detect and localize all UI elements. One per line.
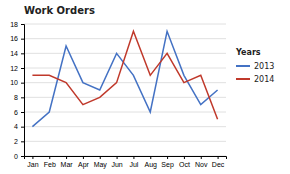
x-tick: Jan — [27, 156, 38, 168]
y-tick: 6 — [14, 109, 24, 116]
grid-line — [24, 112, 226, 113]
grid-line — [24, 68, 226, 69]
y-axis: 0 2 4 6 8 10 12 14 16 18 — [10, 21, 24, 160]
x-tick-label: Jul — [129, 161, 138, 168]
legend-label: 2013 — [254, 62, 274, 71]
x-tick-label: Aug — [145, 161, 158, 169]
y-tick-label: 14 — [10, 50, 18, 57]
title: Work Orders — [24, 5, 95, 16]
x-tick-label: Jun — [111, 161, 122, 168]
y-tick-mark — [21, 24, 24, 25]
x-tick: Apr — [78, 156, 90, 169]
y-tick-mark — [21, 127, 24, 128]
legend-item: 2014 — [236, 75, 274, 84]
x-tick-label: Mar — [61, 161, 74, 168]
y-tick: 0 — [14, 153, 24, 160]
x-tick-label: Apr — [78, 161, 90, 169]
y-tick-mark — [21, 68, 24, 69]
grid — [24, 24, 226, 156]
y-tick: 8 — [14, 94, 24, 101]
x-axis-line — [25, 157, 227, 160]
y-tick: 18 — [10, 21, 24, 28]
x-tick-label: Feb — [44, 161, 56, 168]
y-tick-mark — [21, 53, 24, 54]
y-tick-label: 4 — [14, 123, 18, 130]
y-tick-mark — [21, 112, 24, 113]
legend-item: 2013 — [236, 62, 274, 71]
x-tick-mark — [66, 156, 67, 159]
y-tick-mark — [21, 141, 24, 142]
x-tick: Nov — [195, 156, 208, 168]
legend-swatch — [236, 78, 250, 80]
x-tick-label: Sep — [161, 161, 174, 169]
x-tick-mark — [201, 156, 202, 159]
y-tick-mark — [21, 39, 24, 40]
y-tick-label: 0 — [14, 153, 18, 160]
legend-swatch — [236, 65, 250, 67]
x-tick-mark — [167, 156, 168, 159]
y-tick: 2 — [14, 138, 24, 145]
y-tick-label: 2 — [14, 138, 18, 145]
y-tick-label: 18 — [10, 21, 18, 28]
x-tick-label: Jan — [27, 161, 38, 168]
legend: Years 2013 2014 — [235, 48, 274, 84]
legend-title: Years — [235, 48, 261, 57]
y-tick: 12 — [10, 65, 24, 72]
x-tick-mark — [83, 156, 84, 159]
x-tick-mark — [117, 156, 118, 159]
grid-line — [24, 38, 226, 39]
x-tick-mark — [133, 156, 134, 159]
y-tick: 16 — [10, 35, 24, 42]
y-tick-mark — [21, 97, 24, 98]
x-tick: Mar — [61, 156, 74, 168]
y-axis-line — [21, 25, 25, 157]
x-tick-label: May — [94, 161, 108, 169]
grid-line — [24, 53, 226, 54]
chart: Work Orders 0 2 4 6 8 10 12 14 16 18 Jan Feb Mar Apr Ma… — [0, 0, 290, 174]
y-tick-mark — [21, 83, 24, 84]
x-tick: Oct — [179, 156, 190, 168]
x-tick-mark — [49, 156, 50, 159]
x-tick-mark — [184, 156, 185, 159]
series-line — [32, 31, 217, 126]
plot: 0 2 4 6 8 10 12 14 16 18 Jan Feb Mar Apr MayJun Jul AugS… — [10, 21, 226, 169]
x-tick-label: Oct — [179, 161, 190, 168]
grid-line — [24, 141, 226, 142]
x-tick-label: Nov — [195, 161, 208, 168]
x-tick: Feb — [44, 156, 56, 168]
x-tick-mark — [218, 156, 219, 159]
y-tick-label: 10 — [10, 79, 18, 86]
y-tick: 14 — [10, 50, 24, 57]
series-group — [32, 31, 217, 126]
x-axis: Jan Feb Mar Apr MayJun Jul AugSep Oct Nov Dec — [25, 156, 227, 169]
x-tick: May — [94, 156, 108, 169]
x-tick-mark — [150, 156, 151, 159]
y-tick-mark — [21, 156, 24, 157]
y-tick-label: 12 — [10, 65, 18, 72]
y-tick: 4 — [14, 123, 24, 130]
y-tick-label: 6 — [14, 109, 18, 116]
y-tick: 10 — [10, 79, 24, 86]
x-tick: Jul — [129, 156, 138, 168]
y-tick-label: 8 — [14, 94, 18, 101]
series-line — [32, 31, 217, 119]
x-tick: Dec — [212, 156, 225, 168]
x-tick: Sep — [161, 156, 174, 169]
x-tick-mark — [32, 156, 33, 159]
grid-line — [24, 126, 226, 127]
x-tick: Aug — [145, 156, 158, 169]
y-tick-label: 16 — [10, 35, 18, 42]
legend-label: 2014 — [254, 75, 274, 84]
grid-line — [24, 82, 226, 83]
x-tick-label: Dec — [212, 161, 225, 168]
x-tick-mark — [100, 156, 101, 159]
x-tick: Jun — [111, 156, 122, 168]
grid-line — [24, 24, 226, 25]
